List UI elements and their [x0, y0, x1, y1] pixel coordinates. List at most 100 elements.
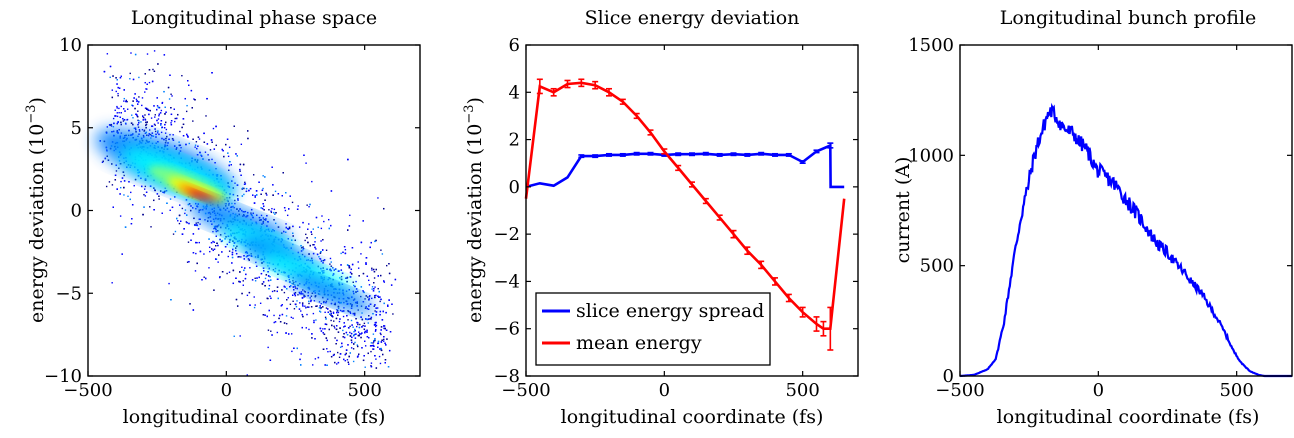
density-point	[238, 256, 240, 258]
density-point	[350, 347, 353, 349]
density-point	[155, 136, 157, 138]
density-point	[360, 253, 362, 255]
density-point	[280, 305, 283, 307]
density-point	[208, 267, 210, 269]
slice-energy-ylabel-main: energy deviation (10	[464, 124, 486, 323]
density-point	[224, 202, 227, 205]
density-point	[342, 251, 344, 254]
density-point	[281, 313, 284, 316]
density-point	[334, 361, 336, 364]
density-point	[350, 268, 353, 271]
density-point	[135, 131, 137, 133]
density-point	[312, 252, 315, 255]
density-point	[385, 344, 387, 346]
density-point	[285, 280, 287, 282]
density-point	[322, 332, 324, 334]
density-point	[124, 110, 126, 112]
density-point	[243, 187, 245, 190]
density-point	[243, 255, 245, 257]
density-point	[286, 307, 288, 310]
density-point	[119, 193, 121, 195]
density-point	[374, 310, 376, 312]
density-point	[207, 154, 209, 156]
phase-space-ylabel-exp: −3	[24, 104, 39, 123]
density-point	[188, 260, 190, 263]
density-point	[153, 70, 156, 72]
density-point	[146, 88, 148, 90]
density-point	[374, 321, 377, 324]
density-point	[132, 105, 134, 107]
density-point	[319, 327, 322, 330]
density-point	[298, 226, 301, 228]
density-point	[164, 132, 167, 134]
density-point	[246, 255, 249, 257]
density-point	[114, 109, 116, 111]
density-point	[377, 340, 380, 343]
density-point	[391, 303, 393, 305]
density-point	[367, 296, 369, 298]
density-point	[357, 334, 360, 337]
density-point	[347, 361, 350, 364]
density-point	[279, 321, 282, 323]
density-point	[333, 320, 335, 322]
density-point	[386, 338, 388, 340]
density-point	[281, 194, 283, 197]
density-point	[373, 277, 376, 279]
density-point	[197, 145, 199, 147]
density-point	[319, 252, 322, 254]
density-point	[286, 299, 288, 301]
density-point	[188, 142, 190, 145]
density-point	[115, 77, 117, 79]
density-point	[313, 244, 315, 246]
density-point	[342, 336, 344, 338]
density-point	[217, 230, 219, 232]
density-point	[131, 218, 133, 220]
density-point	[320, 251, 322, 253]
density-point	[141, 185, 143, 188]
density-point	[328, 227, 330, 230]
density-point	[350, 339, 353, 341]
density-point	[319, 257, 321, 260]
density-point	[267, 297, 269, 300]
density-point	[342, 329, 344, 332]
density-point	[228, 271, 231, 273]
y-tick-label: 5	[71, 118, 82, 139]
density-point	[135, 98, 138, 100]
density-point	[117, 95, 119, 97]
density-point	[285, 315, 288, 317]
density-point	[275, 222, 277, 225]
density-point	[243, 269, 245, 272]
density-point	[294, 291, 297, 294]
density-point	[163, 127, 166, 129]
density-point	[294, 287, 297, 289]
density-point	[216, 242, 218, 244]
density-point	[123, 180, 126, 182]
density-point	[178, 214, 181, 217]
density-point	[371, 345, 373, 347]
density-point	[262, 187, 264, 190]
density-point	[285, 192, 287, 194]
density-point	[314, 358, 317, 360]
density-point	[195, 241, 197, 244]
density-point	[274, 321, 277, 323]
density-point	[254, 277, 256, 279]
density-point	[265, 192, 267, 195]
density-point	[300, 293, 303, 295]
density-point	[366, 329, 368, 332]
density-point	[134, 107, 136, 110]
density-point	[278, 317, 280, 320]
x-tick-label: 0	[221, 380, 232, 401]
density-point	[311, 337, 313, 339]
density-point	[392, 313, 394, 315]
density-point	[341, 342, 343, 345]
density-point	[325, 307, 328, 309]
density-point	[305, 307, 307, 309]
density-point	[375, 307, 377, 309]
density-point	[303, 154, 305, 156]
density-point	[307, 241, 309, 244]
density-point	[330, 261, 332, 263]
density-point	[117, 92, 119, 95]
density-point	[258, 276, 260, 279]
density-point	[299, 358, 301, 361]
density-point	[211, 158, 213, 161]
